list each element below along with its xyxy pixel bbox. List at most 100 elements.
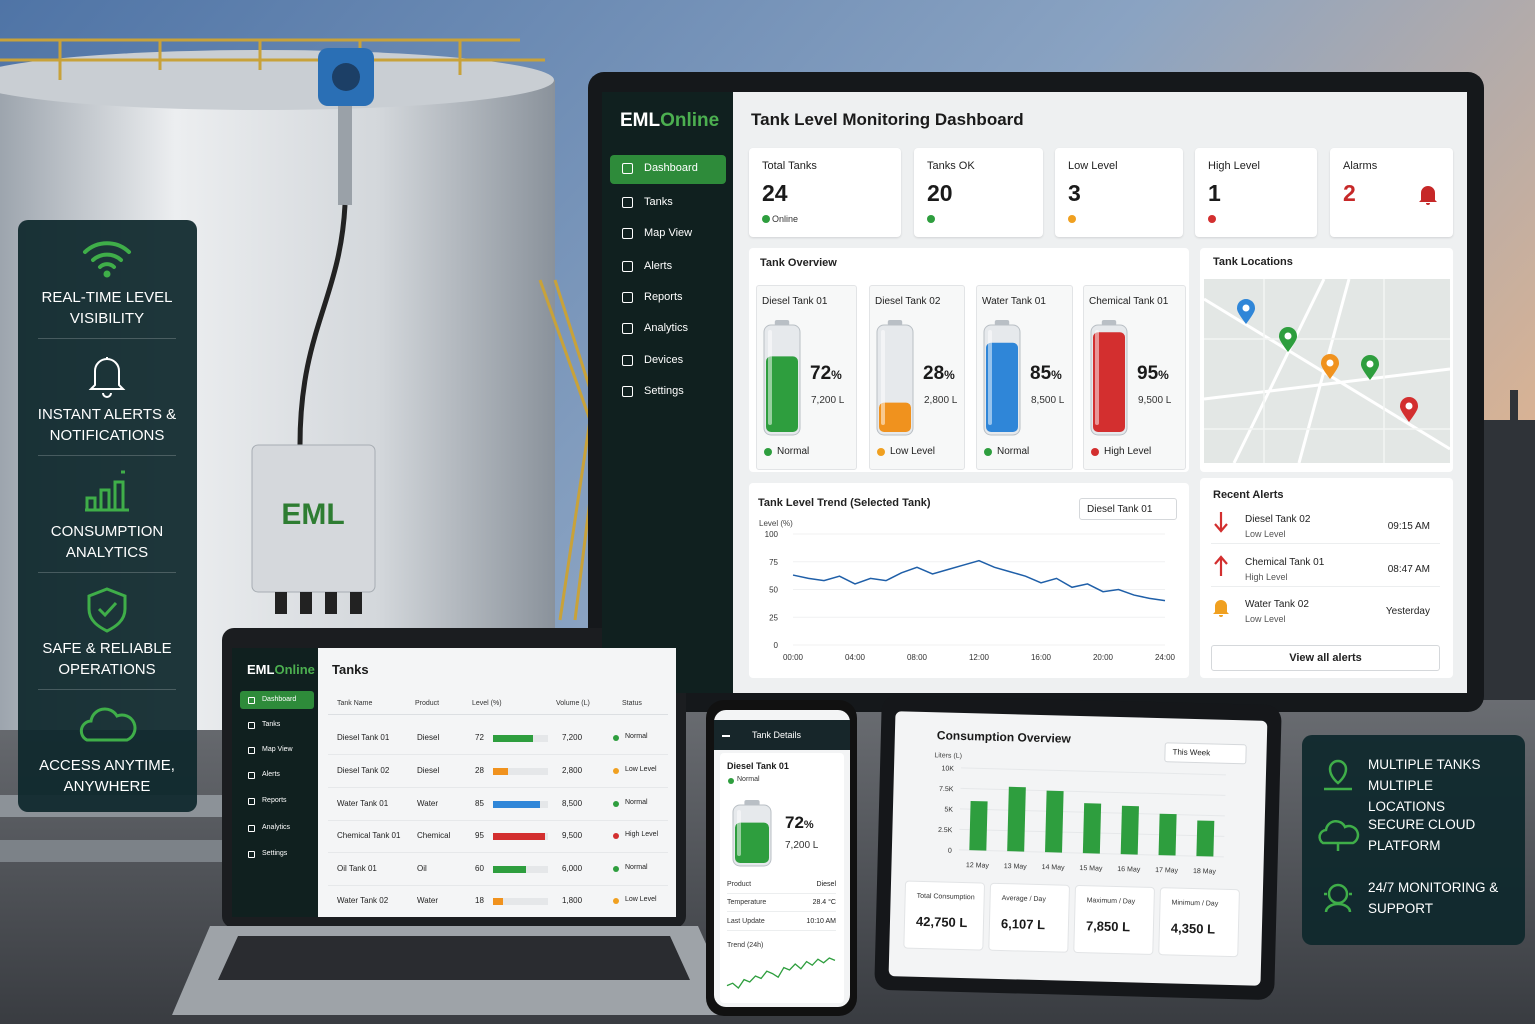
x-tick-label: 17 May: [1155, 867, 1179, 875]
cell: Diesel: [417, 766, 440, 775]
field-label: Last Update: [727, 918, 765, 925]
icon-part: [97, 601, 118, 618]
nav-icon: [622, 261, 633, 272]
tank-volume: 8,500 L: [1031, 395, 1065, 406]
nav-icon: [248, 697, 255, 704]
marker-center: [1242, 304, 1250, 312]
button[interactable]: View all alerts: [1211, 645, 1440, 671]
tank-volume: 9,500 L: [1138, 395, 1172, 406]
brand-prefix: EML: [247, 662, 275, 677]
separator: [328, 852, 668, 853]
icon-part: [79, 707, 137, 742]
left-feature-panel: [18, 220, 197, 812]
tank-level: 72: [785, 813, 804, 832]
kpi-card: [1055, 148, 1183, 237]
tank-percent: 72%: [785, 813, 814, 833]
stat-value: 4,350 L: [1170, 920, 1216, 937]
tank-graphic: [763, 320, 801, 436]
separator: [727, 911, 836, 912]
cable-gland: [300, 592, 312, 614]
nav-item[interactable]: [240, 691, 314, 709]
nav-label: Reports: [644, 291, 683, 303]
separator: [328, 787, 668, 788]
device-label: EML: [281, 498, 344, 531]
bell: [1419, 186, 1437, 205]
tank-status: High Level: [1104, 446, 1152, 457]
separator: [328, 754, 668, 755]
tank-unit: %: [831, 368, 842, 382]
icon: [1318, 820, 1360, 851]
nav-icon: [622, 197, 633, 208]
phone-header: [714, 720, 850, 750]
panel-title: Recent Alerts: [1213, 489, 1284, 501]
kpi-label: Total Tanks: [762, 160, 817, 172]
x-tick-label: 18 May: [1193, 868, 1217, 876]
nav-icon: [622, 292, 633, 303]
tank-graphic: [983, 320, 1021, 436]
status-dot: [728, 778, 734, 784]
x-tick-label: 24:00: [1155, 653, 1176, 662]
feature-label: SECURE CLOUD PLATFORM: [1368, 817, 1476, 853]
separator: [727, 930, 836, 931]
cell: Water: [417, 896, 439, 905]
stat-label: Average / Day: [1001, 895, 1046, 904]
nav-label: Settings: [644, 385, 684, 397]
nav-item[interactable]: [610, 155, 726, 184]
y-tick-label: 10K: [941, 765, 954, 772]
alert-time: Yesterday: [1385, 606, 1430, 617]
y-tick-label: 2.5K: [938, 827, 953, 834]
map: [1203, 278, 1451, 464]
alert-time: 09:15 AM: [1387, 521, 1430, 532]
y-tick-label: 0: [948, 848, 952, 855]
kpi-note: Online: [772, 214, 799, 224]
nav-icon: [248, 851, 255, 858]
tablet: Consumption Overview This Week Liters (L) 0…: [874, 694, 1282, 1001]
separator: [38, 689, 176, 690]
field-value: Diesel: [816, 881, 836, 888]
tank-level: 85: [1030, 363, 1052, 384]
alarm-bell: [1419, 186, 1437, 205]
separator: [328, 714, 668, 715]
glass-shine: [737, 810, 741, 856]
bar: [1158, 813, 1177, 856]
status-dot: [877, 448, 885, 456]
tank-name: Diesel Tank 02: [875, 296, 941, 307]
sparkline: [726, 957, 836, 989]
level-bar: [493, 735, 533, 742]
status-dot: [613, 768, 619, 774]
selector[interactable]: [1079, 498, 1177, 520]
tank-level: 28: [923, 363, 945, 384]
nav-icon: [622, 355, 633, 366]
alert-level: Low Level: [1245, 529, 1286, 539]
kpi-label: High Level: [1208, 160, 1260, 172]
icon-part: [1318, 820, 1360, 851]
alert-icon: [1214, 512, 1228, 533]
cell: Diesel Tank 02: [337, 766, 390, 775]
icon: [83, 241, 131, 278]
cell: Water Tank 02: [337, 896, 389, 905]
nav-label: Analytics: [644, 322, 689, 334]
cell: 2,800: [562, 766, 583, 775]
tank-fill: [1093, 332, 1125, 432]
kpi-label: Alarms: [1343, 160, 1378, 172]
icon: [79, 707, 137, 742]
cell: Chemical Tank 01: [337, 831, 401, 840]
field-value: 28.4 °C: [812, 899, 836, 906]
sensor-pole: [338, 95, 352, 205]
icon-part: [87, 587, 127, 633]
tank-status: Low Level: [890, 446, 936, 457]
separator: [1211, 586, 1440, 587]
glass-shine: [1095, 330, 1099, 425]
railing: [0, 38, 545, 80]
nav-icon: [622, 386, 633, 397]
panel-title: Tank Locations: [1213, 256, 1293, 268]
tank-graphic: [732, 800, 772, 867]
level-track: [493, 898, 548, 905]
stat-label: Maximum / Day: [1086, 897, 1136, 906]
tank-fill: [766, 356, 798, 432]
kpi-value: 3: [1068, 180, 1081, 206]
glass-shine: [988, 330, 992, 425]
feature-label: INSTANT ALERTS & NOTIFICATIONS: [37, 406, 177, 444]
tank-fill: [986, 342, 1018, 432]
bar: [1007, 786, 1026, 852]
